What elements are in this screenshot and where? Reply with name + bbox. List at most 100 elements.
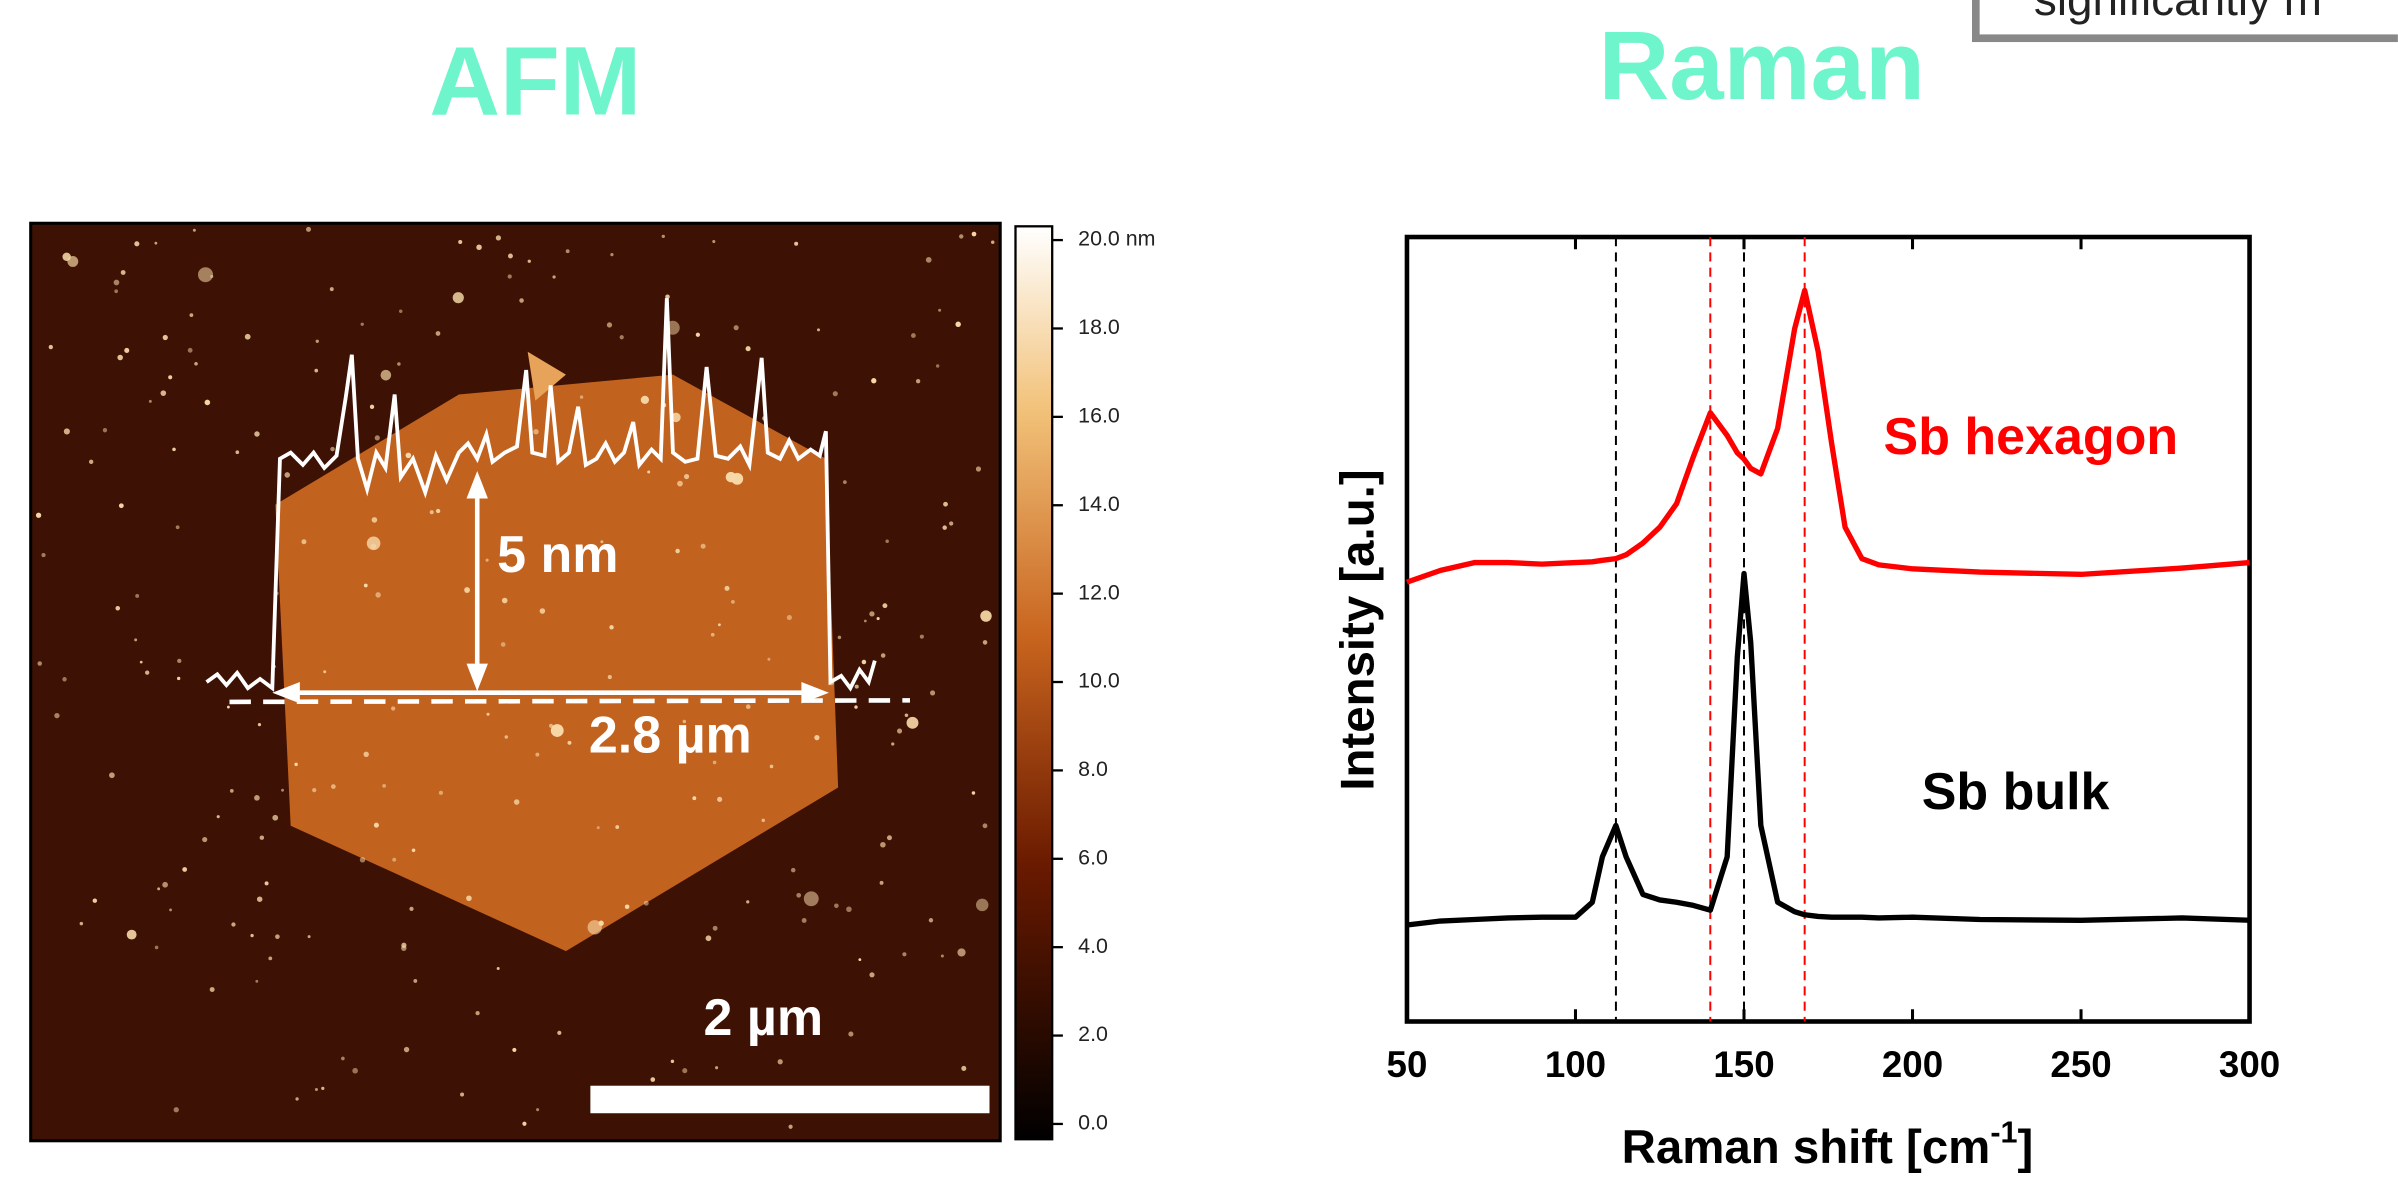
callout-text: significantly m [2034,0,2322,25]
speck [466,895,472,901]
speck [762,819,765,822]
speck [972,791,975,794]
speck [713,926,718,931]
colorbar-tick-label: 10.0 [1078,669,1120,693]
speck [36,513,41,518]
speck [257,896,263,902]
speck [49,345,53,349]
speck [255,980,258,983]
colorbar-tick-label: 2.0 [1078,1022,1108,1046]
speck [843,480,847,484]
raman-title: Raman [1599,10,1925,120]
speck [115,606,120,611]
speck [399,310,402,313]
speck [580,395,583,398]
x-axis-label-end: ] [2018,1120,2034,1173]
speck [796,893,801,898]
speck [880,842,886,848]
speck [321,1087,324,1090]
speck [802,918,807,923]
speck [650,1077,655,1082]
speck [235,450,239,454]
speck [254,795,260,801]
speck [64,428,70,434]
speck [778,1059,783,1064]
speck [315,1088,318,1091]
speck [833,391,838,396]
speck [370,405,374,409]
speck [625,904,630,909]
speck [364,584,368,588]
speck [487,713,490,716]
speck [374,823,379,828]
speck [121,270,126,275]
speck [80,922,83,925]
speck [791,868,796,873]
speck [597,826,600,829]
speck [168,375,172,379]
speck [641,396,649,404]
x-tick-label: 50 [1387,1044,1428,1085]
speck [675,549,679,553]
speck [210,275,213,278]
speck [265,881,269,885]
speck [610,253,613,256]
x-tick-label: 250 [2050,1044,2111,1085]
x-tick-label: 150 [1713,1044,1774,1085]
speck [37,661,42,666]
speck [568,741,572,745]
colorbar-tick-label: 4.0 [1078,934,1108,958]
speck [983,823,988,828]
speck [103,428,107,432]
speck [119,503,124,508]
afm-title: AFM [429,26,641,136]
speck [746,900,749,903]
speck [154,242,157,245]
speck [817,328,820,331]
speck [62,677,66,681]
speck [566,249,570,253]
speck [711,633,715,637]
speck [942,525,946,529]
speck [644,901,649,906]
speck [882,603,887,608]
speck [522,1122,526,1126]
speck [412,849,416,853]
speck [926,257,932,263]
x-axis-label: Raman shift [cm-1] [1622,1116,2034,1174]
speck [609,625,613,629]
speck [177,677,180,680]
speck [174,1107,179,1112]
speck [869,972,874,977]
speck [330,447,334,451]
speck [367,537,381,551]
series-label: Sb hexagon [1884,408,2179,466]
speck [615,825,619,829]
speck [508,254,513,259]
speck [295,1097,298,1100]
speck [135,594,139,598]
speck [880,881,884,885]
x-axis-label-sup: -1 [1990,1116,2017,1150]
speck [372,517,378,523]
speck [406,453,412,459]
colorbar-tick-label: 18.0 [1078,315,1120,339]
speck [846,906,852,912]
colorbar-tick-label: 0.0 [1078,1111,1108,1135]
speck [381,370,392,381]
speck [375,435,380,440]
afm-image [31,223,1001,1141]
speck [404,1047,409,1052]
speck [314,369,318,373]
speck [360,857,365,862]
speck [375,592,380,597]
speck [533,429,538,434]
speck [430,510,434,514]
speck [194,362,198,366]
speck [89,460,93,464]
speck [551,724,564,737]
speck [804,891,819,906]
speck [887,835,892,840]
speck [330,287,334,291]
speck [114,280,120,286]
